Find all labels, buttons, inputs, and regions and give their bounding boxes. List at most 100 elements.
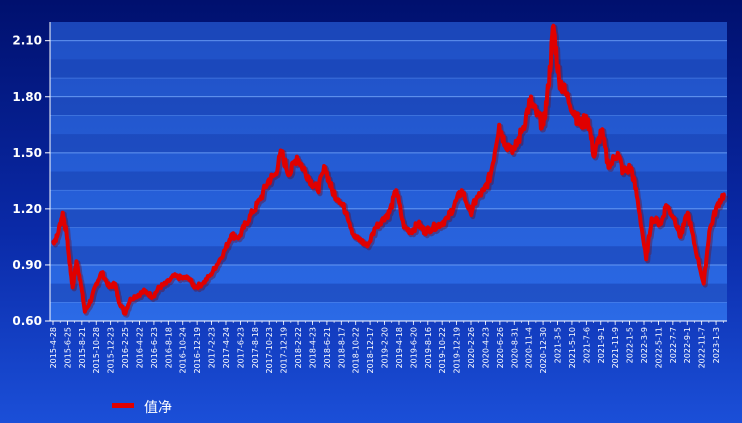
- data-point: [94, 282, 98, 286]
- data-point: [295, 154, 299, 159]
- data-point: [229, 233, 233, 237]
- data-point: [279, 151, 284, 155]
- data-point: [193, 285, 197, 289]
- x-tick-label: 2018-6-21: [323, 327, 332, 368]
- data-point: [68, 263, 72, 267]
- data-point: [644, 257, 648, 261]
- data-point: [113, 282, 117, 286]
- data-point: [250, 211, 255, 215]
- x-tick-label: 2017-2-23: [208, 327, 217, 368]
- data-point: [672, 216, 677, 220]
- data-point: [445, 216, 450, 220]
- data-point: [136, 293, 140, 297]
- grid-band: [50, 22, 727, 41]
- x-axis: 2015-4-28 2015-6-25 2015-8-21 2015-10-28 201…: [49, 320, 727, 374]
- x-tick-label: 2018-8-17: [337, 327, 346, 368]
- x-tick-label: 2023-1-3: [712, 327, 721, 363]
- x-tick-label: 2016-12-19: [193, 327, 202, 374]
- data-point: [474, 197, 478, 202]
- data-point: [394, 188, 398, 192]
- x-tick-label: 2021-9-1: [597, 327, 606, 363]
- data-point: [693, 244, 697, 248]
- data-point: [365, 244, 370, 248]
- data-point: [629, 166, 633, 170]
- data-point: [482, 188, 486, 192]
- x-tick-label: 2021-3-5: [554, 327, 563, 363]
- data-point: [323, 166, 327, 170]
- data-point: [172, 274, 176, 278]
- x-tick-label: 2018-12-17: [366, 327, 375, 374]
- data-point: [287, 173, 291, 177]
- series-line-net-value: [51, 23, 726, 316]
- data-point: [51, 240, 55, 245]
- data-point: [409, 229, 413, 233]
- x-tick-label: 2017-6-23: [236, 327, 245, 368]
- data-point: [78, 278, 82, 282]
- y-tick-label: 1.20: [12, 202, 42, 216]
- data-point: [431, 225, 435, 230]
- data-point: [157, 285, 161, 289]
- legend-swatch: [112, 403, 134, 408]
- x-tick-label: 2016-4-22: [135, 327, 144, 368]
- data-point: [616, 151, 620, 155]
- y-axis: 0.60 0.90 1.20 1.50 1.80 2.10: [12, 22, 51, 328]
- x-tick-label: 2016-10-24: [179, 327, 188, 374]
- x-tick-label: 2016-8-18: [164, 327, 173, 368]
- data-point: [74, 259, 79, 263]
- data-point: [55, 235, 59, 239]
- x-tick-label: 2015-12-23: [107, 327, 116, 374]
- grid-band: [50, 59, 727, 79]
- data-point: [599, 128, 604, 132]
- data-point: [520, 128, 524, 132]
- data-point: [100, 270, 104, 275]
- data-point: [381, 216, 385, 220]
- data-point: [460, 188, 464, 192]
- data-point: [722, 192, 726, 196]
- data-point: [387, 211, 392, 215]
- data-point: [686, 211, 690, 215]
- data-point: [209, 272, 213, 276]
- data-point: [301, 166, 305, 170]
- data-point: [128, 296, 132, 301]
- x-tick-label: 2022-11-7: [698, 327, 707, 368]
- x-tick-label: 2019-4-18: [395, 327, 404, 368]
- x-tick-label: 2022-9-1: [683, 327, 692, 363]
- data-point: [164, 282, 168, 286]
- x-tick-label: 2016-2-25: [121, 327, 130, 368]
- x-tick-label: 2022-1-5: [626, 327, 635, 363]
- data-point: [578, 123, 582, 127]
- grid-band: [50, 283, 727, 303]
- x-tick-label: 2017-8-18: [251, 327, 260, 368]
- data-point: [621, 169, 625, 174]
- y-tick-label: 2.10: [12, 34, 42, 48]
- x-tick-label: 2021-7-6: [582, 327, 591, 363]
- x-tick-label: 2022-7-7: [669, 327, 678, 363]
- x-tick-label: 2020-2-26: [467, 327, 476, 368]
- x-tick-label: 2019-8-16: [424, 327, 433, 368]
- data-point: [650, 216, 654, 220]
- data-point: [61, 211, 65, 215]
- y-tick-label: 1.80: [12, 90, 42, 104]
- grid-band: [50, 96, 727, 116]
- data-point: [438, 222, 443, 226]
- x-tick-label: 2020-6-26: [496, 327, 505, 368]
- data-point: [469, 211, 473, 215]
- data-point: [497, 123, 501, 127]
- legend: 值净: [112, 400, 172, 416]
- data-point: [402, 225, 406, 230]
- data-point: [563, 91, 567, 95]
- data-point: [373, 225, 378, 230]
- data-point: [151, 295, 155, 299]
- x-tick-label: 2016-6-23: [150, 327, 159, 368]
- data-point: [215, 263, 219, 267]
- x-tick-label: 2015-8-21: [78, 327, 87, 368]
- x-tick-label: 2018-2-22: [294, 327, 303, 368]
- data-point: [551, 24, 556, 28]
- x-tick-label: 2018-10-22: [352, 327, 361, 374]
- data-point: [715, 203, 719, 207]
- y-tick-label: 1.50: [12, 146, 42, 160]
- data-point: [116, 296, 120, 301]
- data-point: [201, 282, 205, 286]
- data-point: [488, 173, 493, 177]
